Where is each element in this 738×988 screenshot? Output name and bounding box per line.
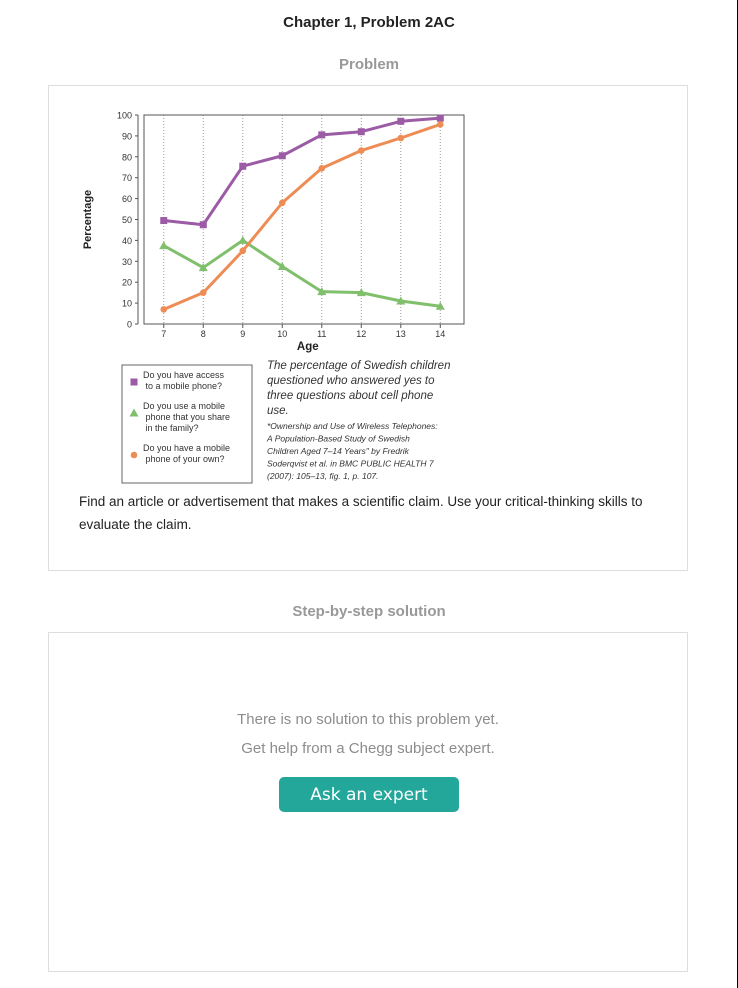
y-tick-label: 30 (122, 257, 132, 267)
get-help-message: Get help from a Chegg subject expert. (241, 740, 495, 757)
y-tick-label: 40 (122, 236, 132, 246)
solution-card: There is no solution to this problem yet… (48, 632, 688, 972)
legend-marker (130, 451, 138, 459)
problem-card: 0 10 20 30 40 50 60 70 80 90 100 7 8 9 10 11 12 13 14 Perc… (48, 85, 688, 571)
data-point (435, 301, 445, 310)
data-point (278, 152, 286, 160)
caption-line: The percentage of Swedish children (267, 360, 450, 372)
figure-caption: The percentage of Swedish children questi… (267, 360, 450, 417)
x-axis-label: Age (297, 341, 319, 353)
source-line: Soderqvist et al. in BMC PUBLIC HEALTH 7 (267, 459, 434, 469)
y-tick-label: 90 (122, 131, 132, 141)
plot-frame (143, 114, 465, 325)
data-point (160, 217, 168, 225)
y-tick-label: 100 (117, 111, 132, 121)
y-tick-label: 10 (122, 299, 132, 309)
data-point (357, 128, 365, 136)
legend-label: Do you have access to a mobile phone? (143, 370, 225, 391)
figure-source: *Ownership and Use of Wireless Telephone… (266, 421, 438, 481)
data-markers (159, 114, 445, 313)
x-tick-label: 10 (277, 329, 287, 339)
source-line: *Ownership and Use of Wireless Telephone… (267, 421, 438, 431)
axes (135, 114, 465, 328)
y-tick-label: 70 (122, 173, 132, 183)
figure: 0 10 20 30 40 50 60 70 80 90 100 7 8 9 10 11 12 13 14 Perc… (77, 102, 477, 492)
y-tick-label: 60 (122, 194, 132, 204)
page-title: Chapter 1, Problem 2AC (283, 14, 455, 31)
x-tick-label: 12 (356, 329, 366, 339)
y-tick-label: 50 (122, 215, 132, 225)
data-point (318, 131, 326, 139)
legend: Do you have access to a mobile phone? Do … (121, 364, 253, 484)
caption-line: three questions about cell phone (267, 390, 433, 402)
ask-expert-button[interactable]: Ask an expert (279, 777, 459, 812)
data-point (436, 121, 444, 128)
x-tick-label: 11 (317, 329, 326, 339)
data-point (397, 134, 405, 142)
data-point (159, 241, 169, 250)
x-tick-label: 14 (435, 329, 445, 339)
x-tick-label: 13 (396, 329, 406, 339)
data-point (278, 199, 286, 207)
data-point (396, 296, 406, 305)
series-line (162, 116, 442, 227)
data-point (160, 306, 168, 313)
problem-heading: Problem (338, 56, 399, 73)
data-point (397, 117, 405, 125)
source-line: Children Aged 7–14 Years" by Fredrik (267, 446, 410, 456)
legend-box (121, 364, 253, 484)
data-point (199, 221, 207, 229)
data-point (277, 262, 287, 271)
data-point (357, 147, 365, 154)
no-solution-message: There is no solution to this problem yet… (237, 711, 499, 728)
y-axis-label: Percentage (82, 190, 94, 249)
data-point (318, 164, 326, 172)
series-line (162, 122, 442, 311)
y-tick-label: 0 (127, 320, 132, 330)
data-point (239, 247, 247, 255)
data-point (239, 162, 247, 170)
legend-marker (129, 408, 139, 417)
caption-line: use. (267, 405, 289, 417)
x-tick-label: 9 (240, 329, 245, 339)
caption-line: questioned who answered yes to (267, 375, 435, 387)
series-lines (162, 116, 442, 311)
legend-marker (130, 378, 138, 386)
source-line: A Population-Based Study of Swedish (266, 434, 410, 444)
legend-label: Do you use a mobile phone that you share… (143, 401, 230, 433)
line-chart: 0 10 20 30 40 50 60 70 80 90 100 7 8 9 10 11 12 13 14 Perc… (82, 111, 465, 484)
series-line (162, 238, 442, 308)
data-point (317, 287, 327, 296)
problem-text: Find an article or advertisement that ma… (79, 494, 643, 532)
source-line: (2007): 105–13, fig. 1, p. 107. (267, 471, 379, 481)
x-tick-label: 8 (201, 329, 206, 339)
y-tick-label: 20 (122, 278, 132, 288)
solution-heading: Step-by-step solution (292, 603, 446, 620)
data-point (238, 235, 248, 244)
data-point (199, 289, 207, 296)
data-point (356, 288, 366, 297)
legend-label: Do you have a mobile phone of your own? (143, 443, 230, 464)
x-tick-label: 7 (161, 329, 166, 339)
y-tick-label: 80 (122, 152, 132, 162)
tick-labels: 0 10 20 30 40 50 60 70 80 90 100 7 8 9 10 11 12 13 14 (117, 111, 445, 340)
data-point (198, 263, 208, 272)
data-point (436, 114, 444, 122)
